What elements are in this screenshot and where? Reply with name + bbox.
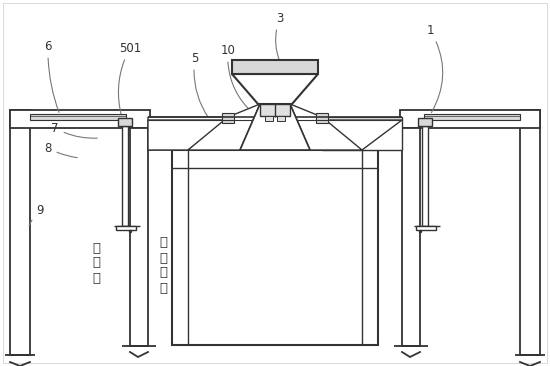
- Bar: [30, 114, 126, 120]
- Bar: [130, 128, 148, 346]
- Text: 501: 501: [118, 41, 141, 115]
- Text: 浇: 浇: [159, 236, 167, 250]
- Polygon shape: [322, 120, 402, 150]
- Bar: [260, 104, 290, 116]
- Bar: [520, 110, 540, 355]
- Text: 3: 3: [276, 11, 284, 59]
- Text: 10: 10: [221, 44, 253, 113]
- Text: 7: 7: [51, 122, 97, 138]
- Text: 腔: 腔: [159, 266, 167, 280]
- Bar: [172, 150, 378, 345]
- Bar: [10, 110, 150, 128]
- Bar: [316, 113, 328, 123]
- Bar: [402, 128, 420, 346]
- Bar: [277, 116, 285, 121]
- Bar: [232, 60, 318, 74]
- Text: 5: 5: [191, 52, 208, 118]
- Polygon shape: [148, 117, 228, 150]
- Bar: [122, 126, 128, 226]
- Polygon shape: [188, 104, 260, 150]
- Bar: [424, 114, 520, 120]
- Bar: [10, 110, 30, 355]
- Bar: [422, 126, 428, 226]
- Text: 体: 体: [92, 272, 100, 284]
- Polygon shape: [322, 117, 402, 150]
- Text: 8: 8: [45, 142, 77, 158]
- Bar: [118, 118, 132, 126]
- Bar: [265, 116, 273, 121]
- Text: 9: 9: [29, 203, 44, 225]
- Bar: [116, 226, 136, 230]
- Polygon shape: [148, 120, 228, 150]
- Text: 筑: 筑: [159, 251, 167, 265]
- Polygon shape: [290, 104, 362, 150]
- Text: 建: 建: [92, 242, 100, 254]
- Bar: [418, 118, 432, 126]
- Text: 1: 1: [426, 23, 443, 113]
- Text: 模板: 模板: [243, 257, 314, 302]
- Text: 筑: 筑: [92, 257, 100, 269]
- Polygon shape: [240, 104, 310, 150]
- Bar: [416, 226, 436, 230]
- Text: 室: 室: [159, 281, 167, 295]
- Bar: [222, 113, 234, 123]
- Text: 6: 6: [44, 40, 59, 112]
- Bar: [400, 110, 540, 128]
- Polygon shape: [232, 74, 318, 104]
